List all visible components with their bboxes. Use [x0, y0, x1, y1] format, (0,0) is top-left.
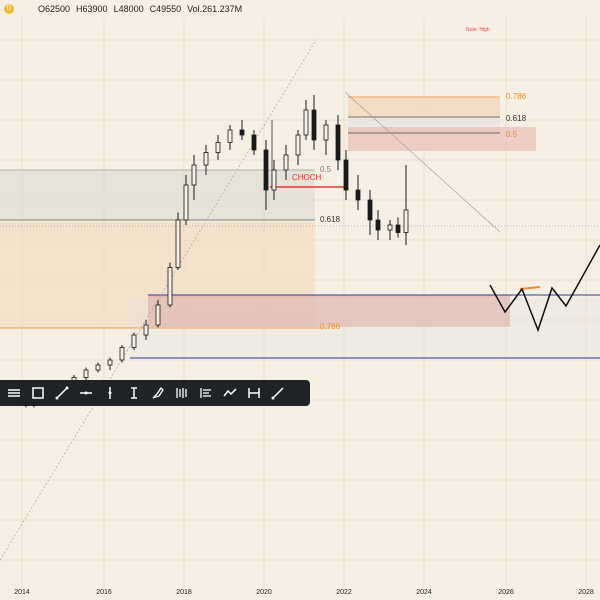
x-tick-2018: 2018 — [176, 589, 192, 596]
candle-body-25 — [295, 134, 301, 156]
bars-icon[interactable] — [170, 381, 194, 405]
x-tick-2016: 2016 — [96, 589, 112, 596]
candle-body-16 — [191, 164, 197, 186]
candle-body-18 — [215, 142, 221, 153]
close-value: C49550 — [149, 4, 182, 14]
candle-body-12 — [155, 304, 161, 326]
horizontal-line-icon[interactable] — [74, 381, 98, 405]
volume-value: Vol.261.237M — [187, 4, 243, 14]
zone-pink-mid — [148, 295, 510, 327]
candle-body-27 — [311, 109, 317, 141]
candle-body-10 — [131, 334, 137, 348]
projection-path — [489, 244, 600, 333]
trendline-icon[interactable] — [50, 381, 74, 405]
candle-body-26 — [303, 109, 309, 136]
candle-body-33 — [375, 219, 381, 231]
x-tick-2020: 2020 — [256, 589, 272, 596]
candle-body-8 — [107, 359, 113, 366]
candle-body-17 — [203, 152, 209, 166]
candle-body-21 — [251, 134, 257, 151]
fib-upper-618: 0.618 — [506, 114, 527, 123]
projection-zigzag — [489, 244, 600, 333]
high-value: H63900 — [76, 4, 108, 14]
candle-body-14 — [175, 219, 181, 268]
fib-lower-618: 0.618 — [320, 215, 341, 224]
candle-body-35 — [395, 224, 401, 233]
candle-body-31 — [355, 189, 361, 201]
ray-icon[interactable] — [266, 381, 290, 405]
ohlc-legend: D O62500 H63900 L48000 C49550 Vol.261.23… — [0, 0, 600, 18]
orange-tick — [519, 286, 541, 290]
vertical-handle-icon[interactable] — [98, 381, 122, 405]
fib-upper-5: 0.5 — [506, 130, 518, 139]
x-tick-2014: 2014 — [14, 589, 30, 596]
low-value: L48000 — [113, 4, 144, 14]
candle-body-6 — [83, 369, 89, 378]
fib-zones — [0, 97, 600, 358]
candle-body-24 — [283, 154, 289, 171]
zone-pink-top — [348, 127, 536, 151]
zone-grey-upper — [0, 170, 315, 220]
fib-lower-5: 0.5 — [320, 165, 332, 174]
fib-lower-786: 0.786 — [320, 322, 341, 331]
fib-upper-786: 0.786 — [506, 92, 527, 101]
brush-icon[interactable] — [146, 381, 170, 405]
rectangle-icon[interactable] — [26, 381, 50, 405]
symbol-icon[interactable]: D — [4, 4, 14, 14]
open-value: O62500 — [38, 4, 71, 14]
x-axis: 2014 2016 2018 2020 2022 2024 2026 2028 — [0, 588, 600, 600]
horizontal-lines-icon[interactable] — [2, 381, 26, 405]
candle-body-11 — [143, 324, 149, 336]
x-tick-2022: 2022 — [336, 589, 352, 596]
candle-body-29 — [335, 124, 341, 161]
candle-body-22 — [263, 149, 269, 191]
x-tick-2026: 2026 — [498, 589, 514, 596]
note-label: Note: High — [466, 27, 490, 33]
candle-body-23 — [271, 169, 277, 191]
candle-body-30 — [343, 159, 349, 191]
candle-body-20 — [239, 129, 245, 136]
zone-orange-top — [348, 97, 500, 117]
x-tick-2024: 2024 — [416, 589, 432, 596]
candle-body-15 — [183, 184, 189, 221]
text-cursor-icon[interactable] — [122, 381, 146, 405]
drawing-toolbar — [0, 380, 310, 406]
choch-label: CHOCH — [292, 173, 322, 182]
candle-body-28 — [323, 124, 329, 141]
candle-body-7 — [95, 364, 101, 371]
x-tick-2028: 2028 — [578, 589, 594, 596]
candle-body-32 — [367, 199, 373, 221]
candle-body-9 — [119, 347, 125, 361]
candle-body-34 — [387, 224, 393, 231]
indent-list-icon[interactable] — [194, 381, 218, 405]
down-trendline — [344, 91, 501, 233]
candle-body-13 — [167, 267, 173, 306]
range-icon[interactable] — [242, 381, 266, 405]
candle-body-19 — [227, 129, 233, 143]
candle-body-36 — [403, 209, 409, 233]
polyline-icon[interactable] — [218, 381, 242, 405]
